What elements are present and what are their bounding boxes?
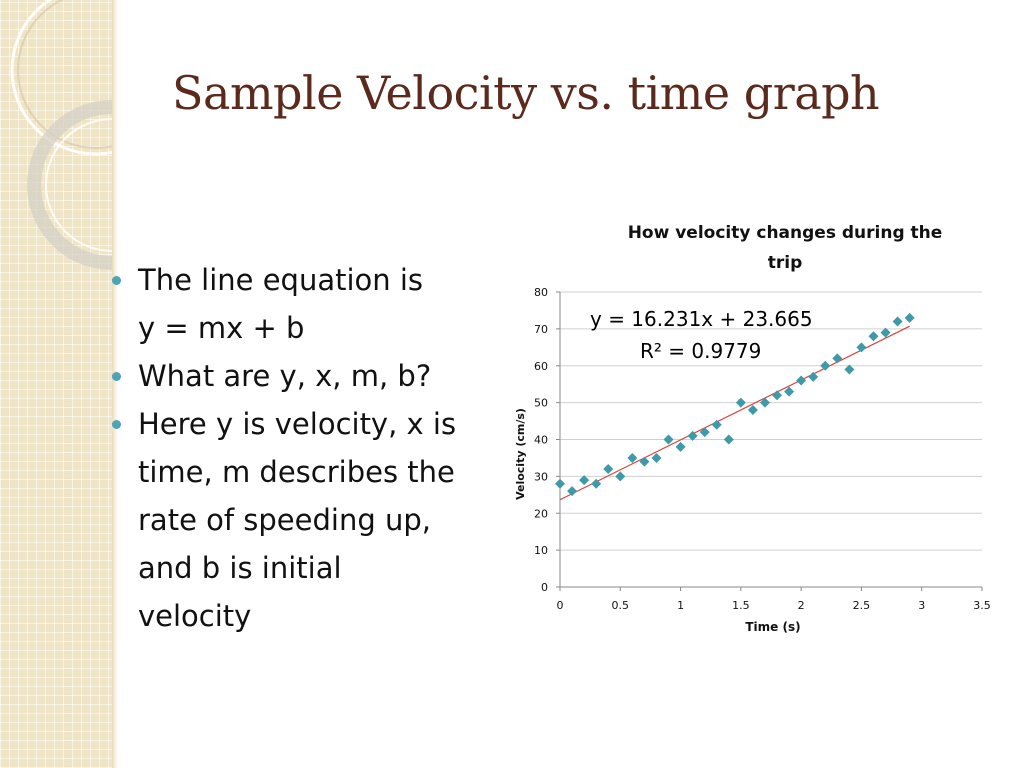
data-point-marker: [567, 486, 578, 497]
data-point-marker: [663, 434, 674, 445]
tick-labels: 0 10 20 30 40 50 60 70 80 0 0.5 1 1.5 2 2.5 3 3.5: [534, 286, 991, 612]
bullet-item: What are y, x, m, b?: [108, 352, 498, 400]
data-point-marker: [759, 397, 770, 408]
x-axis-label: Time (s): [745, 620, 800, 634]
trendline-equation: y = 16.231x + 23.665: [590, 307, 813, 331]
bullet-text-line: Here y is velocity, x is: [138, 407, 457, 441]
data-point-marker: [904, 312, 915, 323]
side-band-edge: [112, 0, 118, 768]
data-point-marker: [868, 331, 879, 342]
grid-lines: [560, 291, 982, 588]
data-points: [555, 312, 915, 497]
data-point-marker: [892, 316, 903, 327]
data-point-marker: [808, 371, 819, 382]
y-axis-label: Velocity (cm/s): [514, 408, 527, 500]
x-tick-label: 2.5: [853, 599, 871, 612]
y-tick-label: 50: [534, 397, 548, 410]
bullet-text: What are y, x, m, b?: [138, 359, 432, 393]
bullet-dot-icon: [112, 276, 121, 285]
linear-trendline: [559, 325, 910, 501]
data-point-marker: [747, 405, 758, 415]
data-point-marker: [735, 397, 746, 408]
data-point-marker: [579, 475, 590, 486]
data-point-marker: [603, 464, 614, 474]
decorative-rings: [10, 0, 112, 270]
data-point-marker: [591, 478, 602, 489]
data-point-marker: [639, 456, 650, 467]
axes: [556, 291, 983, 591]
data-point-marker: [651, 452, 662, 463]
bullet-text-line: time, m describes the: [138, 455, 455, 489]
bullet-dot-icon: [112, 420, 121, 429]
data-point-marker: [555, 478, 565, 489]
data-point-marker: [675, 441, 686, 452]
data-point-marker: [627, 452, 638, 463]
data-point-marker: [856, 342, 867, 353]
bullet-text: The line equation is: [138, 263, 424, 297]
y-tick-label: 20: [534, 507, 548, 520]
velocity-chart: How velocity changes during the trip 0 10…: [500, 210, 1020, 650]
bullet-text-line: velocity: [138, 599, 252, 633]
x-tick-label: 0: [557, 599, 564, 612]
x-tick-label: 0.5: [612, 599, 630, 612]
r-squared-label: R² = 0.9779: [640, 339, 761, 363]
decorative-side-band: [0, 0, 112, 768]
bullet-item: The line equation is: [108, 256, 498, 304]
y-tick-label: 30: [534, 470, 548, 483]
y-tick-label: 10: [534, 544, 548, 557]
data-point-marker: [820, 360, 831, 371]
chart-svg: How velocity changes during the trip 010…: [514, 223, 991, 634]
data-point-marker: [723, 434, 734, 445]
y-tick-label: 40: [534, 434, 548, 447]
bullet-item: Here y is velocity, x is time, m describ…: [108, 400, 498, 640]
bullet-text: y = mx + b: [138, 311, 305, 345]
data-point-marker: [844, 364, 855, 375]
chart-title-line: trip: [768, 253, 803, 273]
y-tick-label: 0: [541, 581, 548, 594]
data-point-marker: [772, 390, 783, 401]
x-tick-label: 1.5: [732, 599, 750, 612]
slide-title: Sample Velocity vs. time graph: [172, 66, 880, 120]
bullet-list: The line equation is y = mx + b What are…: [108, 256, 498, 640]
trendline-layer: [559, 325, 910, 501]
x-tick-label: 1: [677, 599, 684, 612]
y-tick-label: 60: [534, 360, 548, 373]
x-tick-label: 3: [918, 599, 925, 612]
x-tick-label: 3.5: [973, 599, 991, 612]
data-point-marker: [880, 327, 891, 338]
data-point-marker: [687, 430, 698, 441]
bullet-dot-icon: [112, 372, 121, 381]
data-point-marker: [711, 419, 722, 430]
y-tick-label: 80: [534, 286, 548, 299]
data-point-marker: [832, 353, 843, 364]
chart-title-line: How velocity changes during the: [628, 223, 943, 243]
data-point-marker: [796, 375, 807, 386]
data-point-marker: [615, 471, 626, 482]
y-tick-label: 70: [534, 323, 548, 336]
x-tick-label: 2: [798, 599, 805, 612]
bullet-continuation: y = mx + b: [108, 304, 498, 352]
data-point-marker: [784, 386, 795, 397]
bullet-text-line: and b is initial: [138, 551, 342, 585]
bullet-text-line: rate of speeding up,: [138, 503, 431, 537]
data-point-marker: [699, 427, 710, 438]
